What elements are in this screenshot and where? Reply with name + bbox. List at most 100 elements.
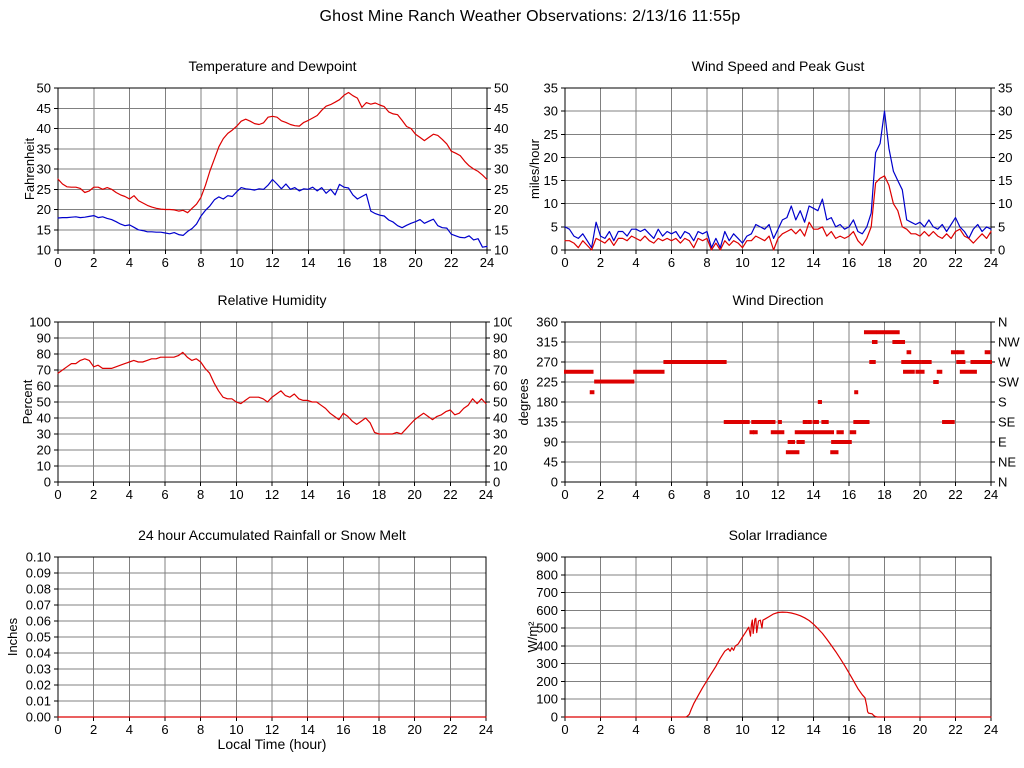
wind-direction-mark bbox=[749, 430, 755, 435]
wind-ytick-label: 35 bbox=[544, 81, 558, 96]
wind-direction-xtick-label: 8 bbox=[703, 487, 710, 502]
wind-xtick-label: 2 bbox=[597, 255, 604, 270]
wind-direction-xtick-label: 16 bbox=[842, 487, 856, 502]
wind-direction-mark bbox=[777, 420, 782, 424]
wind-direction-mark bbox=[853, 420, 870, 424]
wind-direction-mark bbox=[915, 369, 925, 374]
wind-direction-mark bbox=[817, 400, 822, 404]
wind-direction-mark bbox=[785, 450, 800, 455]
wind-direction-mark bbox=[906, 350, 912, 355]
humidity-ytick-label: 80 bbox=[37, 347, 51, 362]
rainfall-xtick-label: 2 bbox=[90, 722, 97, 737]
humidity-xtick-label: 14 bbox=[300, 487, 314, 502]
humidity-xtick-label: 22 bbox=[443, 487, 457, 502]
dewpoint-line bbox=[57, 178, 488, 248]
temperature-ytick-label: 35 bbox=[37, 141, 51, 156]
humidity-ytick-right-label: 70 bbox=[493, 363, 507, 378]
wind-ytick-right-label: 0 bbox=[998, 243, 1005, 258]
temperature-ytick-label: 10 bbox=[37, 243, 51, 258]
wind-direction-mark bbox=[903, 369, 915, 374]
wind-direction-ytick-right-label: SE bbox=[998, 415, 1016, 430]
solar-plot: 0 2 4 6 8 10 12 14 16 18 20 22 240100200300400500600… bbox=[536, 550, 998, 738]
solar-ytick-label: 900 bbox=[536, 550, 558, 565]
solar-chart-title: Solar Irradiance bbox=[728, 527, 828, 543]
wind-direction-xtick-label: 18 bbox=[877, 487, 891, 502]
wind-direction-mark bbox=[807, 420, 812, 424]
rainfall-xtick-label: 14 bbox=[300, 722, 314, 737]
wind-speed-line bbox=[564, 175, 992, 251]
wind-xtick-label: 10 bbox=[735, 255, 749, 270]
temperature-xtick-label: 18 bbox=[373, 255, 387, 270]
wind-xtick-label: 12 bbox=[771, 255, 785, 270]
wind-direction-xtick-label: 22 bbox=[948, 487, 962, 502]
wind-direction-mark bbox=[564, 369, 594, 374]
wind-ytick-right-label: 30 bbox=[998, 104, 1012, 119]
humidity-xtick-label: 24 bbox=[479, 487, 493, 502]
solar-ytick-label: 100 bbox=[536, 692, 558, 707]
wind-direction-mark bbox=[787, 440, 795, 444]
solar-xtick-label: 10 bbox=[735, 722, 749, 737]
wind-direction-mark bbox=[892, 340, 906, 344]
wind-direction-mark bbox=[812, 420, 819, 424]
humidity-ytick-label: 10 bbox=[37, 459, 51, 474]
humidity-ytick-label: 40 bbox=[37, 411, 51, 426]
temperature-xtick-label: 24 bbox=[480, 255, 494, 270]
wind-direction-mark bbox=[836, 430, 844, 435]
humidity-ytick-label: 90 bbox=[37, 331, 51, 346]
wind-direction-mark bbox=[863, 330, 877, 335]
wind-direction-ytick-label: 90 bbox=[544, 435, 558, 450]
humidity-ytick-label: 30 bbox=[37, 427, 51, 442]
solar-xtick-label: 16 bbox=[842, 722, 856, 737]
wind-direction-ytick-label: 135 bbox=[536, 415, 558, 430]
humidity-xtick-label: 18 bbox=[372, 487, 386, 502]
wind-direction-mark bbox=[959, 369, 977, 374]
wind-direction-ytick-label: 0 bbox=[551, 475, 558, 490]
wind-xtick-label: 18 bbox=[877, 255, 891, 270]
solar-xtick-label: 22 bbox=[948, 722, 962, 737]
temperature-xtick-label: 6 bbox=[162, 255, 169, 270]
temperature-xtick-label: 12 bbox=[265, 255, 279, 270]
solar-ytick-label: 200 bbox=[536, 674, 558, 689]
temperature-ytick-right-label: 50 bbox=[494, 81, 508, 96]
wind-ytick-label: 30 bbox=[544, 104, 558, 119]
rainfall-xtick-label: 22 bbox=[443, 722, 457, 737]
wind-direction-mark bbox=[723, 420, 750, 424]
solar-xtick-label: 20 bbox=[913, 722, 927, 737]
wind-xtick-label: 22 bbox=[948, 255, 962, 270]
humidity-chart-title: Relative Humidity bbox=[217, 292, 327, 308]
wind-direction-mark bbox=[770, 430, 785, 435]
humidity-ytick-right-label: 80 bbox=[493, 347, 507, 362]
solar-ytick-label: 300 bbox=[536, 656, 558, 671]
rainfall-xtick-label: 0 bbox=[54, 722, 61, 737]
rainfall-ytick-label: 0.00 bbox=[26, 710, 51, 725]
wind-xtick-label: 4 bbox=[632, 255, 639, 270]
rainfall-xtick-label: 8 bbox=[197, 722, 204, 737]
rainfall-chart: 0 2 4 6 8 10 12 14 16 18 20 22 240.000.010.020.030.0… bbox=[26, 550, 494, 738]
temperature-ytick-label: 40 bbox=[37, 121, 51, 136]
wind-direction-xtick-label: 12 bbox=[771, 487, 785, 502]
temperature-ytick-label: 30 bbox=[37, 162, 51, 177]
humidity-ytick-right-label: 100 bbox=[493, 315, 512, 330]
wind-direction-chart-title: Wind Direction bbox=[732, 292, 824, 308]
wind-direction-ytick-label: 315 bbox=[536, 335, 558, 350]
wind-direction-xtick-label: 2 bbox=[597, 487, 604, 502]
wind-direction-mark bbox=[970, 360, 992, 364]
humidity-xtick-label: 12 bbox=[265, 487, 279, 502]
humidity-ytick-right-label: 30 bbox=[493, 427, 507, 442]
rainfall-xtick-label: 24 bbox=[479, 722, 493, 737]
wind-direction-mark bbox=[821, 420, 829, 424]
temperature-ytick-label: 45 bbox=[37, 101, 51, 116]
wind-ytick-label: 20 bbox=[544, 150, 558, 165]
temperature-ytick-label: 15 bbox=[37, 222, 51, 237]
rainfall-ytick-label: 0.06 bbox=[26, 614, 51, 629]
wind-direction-xtick-label: 24 bbox=[984, 487, 998, 502]
humidity-ytick-label: 0 bbox=[44, 475, 51, 490]
rainfall-ytick-label: 0.01 bbox=[26, 694, 51, 709]
wind-xtick-label: 14 bbox=[806, 255, 820, 270]
solar-ytick-label: 700 bbox=[536, 585, 558, 600]
humidity-xtick-label: 2 bbox=[90, 487, 97, 502]
wind-direction-mark bbox=[796, 440, 805, 444]
humidity-ytick-right-label: 40 bbox=[493, 411, 507, 426]
